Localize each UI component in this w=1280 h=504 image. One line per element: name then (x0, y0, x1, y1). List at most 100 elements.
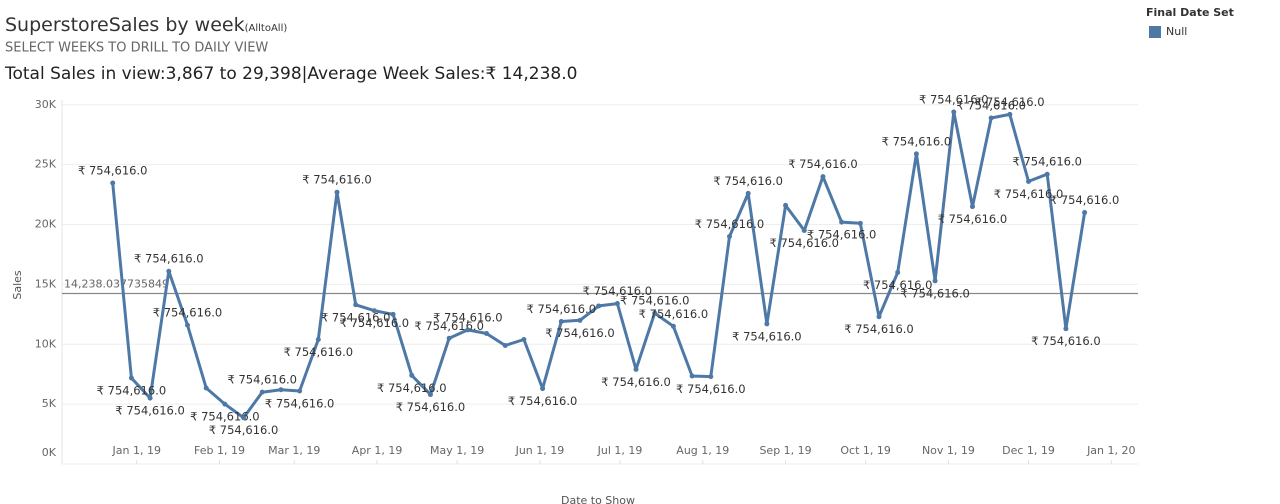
point (315, 336, 321, 342)
point (446, 335, 452, 341)
point (502, 342, 508, 348)
point (1026, 178, 1032, 184)
x-tick-label: Feb 1, 19 (194, 444, 245, 457)
point (857, 220, 863, 226)
subtitle: SELECT WEEKS TO DRILL TO DAILY VIEW (5, 41, 268, 56)
y-tick-label: 0K (42, 446, 57, 459)
x-tick-label: Mar 1, 19 (268, 444, 320, 457)
y-tick-label: 25K (35, 158, 57, 171)
point (689, 373, 695, 379)
point (147, 395, 153, 401)
point (297, 388, 303, 394)
point (820, 174, 826, 180)
point-label: ₹ 754,616.0 (732, 329, 802, 343)
point-label: ₹ 754,616.0 (639, 307, 709, 321)
point (540, 386, 546, 392)
point (783, 202, 789, 208)
point-label: ₹ 754,616.0 (676, 382, 746, 396)
point (670, 323, 676, 329)
x-tick-label: Jul 1, 19 (597, 444, 643, 457)
x-tick-label: Jan 1, 20 (1086, 444, 1135, 457)
point-label: ₹ 754,616.0 (900, 286, 970, 300)
point-label: ₹ 754,616.0 (265, 396, 335, 410)
x-tick-label: Oct 1, 19 (840, 444, 891, 457)
point-label: ₹ 754,616.0 (807, 228, 877, 242)
point (259, 389, 265, 395)
point (614, 301, 620, 307)
point-label: ₹ 754,616.0 (321, 310, 391, 324)
point (764, 321, 770, 327)
point (708, 374, 714, 380)
x-tick-label: Nov 1, 19 (922, 444, 975, 457)
point (1007, 111, 1013, 117)
y-tick-label: 20K (35, 218, 57, 231)
legend-swatch (1149, 26, 1161, 38)
point (334, 189, 340, 195)
point (110, 180, 116, 186)
point-label: ₹ 754,616.0 (1012, 155, 1082, 169)
point (969, 204, 975, 210)
point-label: ₹ 754,616.0 (583, 284, 653, 298)
point-label: ₹ 754,616.0 (882, 134, 952, 148)
point-label: ₹ 754,616.0 (508, 394, 578, 408)
point-label: ₹ 754,616.0 (302, 173, 372, 187)
point (241, 415, 247, 421)
point (1082, 210, 1088, 216)
point-label: ₹ 754,616.0 (844, 322, 914, 336)
point-label: ₹ 754,616.0 (340, 316, 410, 330)
y-tick-label: 5K (42, 397, 57, 410)
point-label: ₹ 754,616.0 (433, 310, 503, 324)
title-suffix: (AlltoAll) (245, 23, 288, 34)
point (633, 366, 639, 372)
point (895, 269, 901, 275)
point (128, 375, 134, 381)
point (465, 327, 471, 333)
point (913, 151, 919, 157)
point (184, 322, 190, 328)
point (521, 336, 527, 342)
title-main: SuperstoreSales by week (5, 14, 245, 36)
point-label: ₹ 754,616.0 (994, 187, 1064, 201)
point-label: ₹ 754,616.0 (115, 404, 185, 418)
point-label: ₹ 754,616.0 (209, 423, 279, 437)
point-label: ₹ 754,616.0 (190, 410, 260, 424)
legend-label: Null (1166, 25, 1187, 38)
point-label: ₹ 754,616.0 (956, 98, 1026, 112)
point (596, 303, 602, 309)
point (558, 319, 564, 325)
legend-title: Final Date Set (1146, 6, 1234, 19)
point-label: ₹ 754,616.0 (601, 375, 671, 389)
point-label: ₹ 754,616.0 (919, 92, 989, 106)
point-label: ₹ 754,616.0 (284, 345, 354, 359)
point-label: ₹ 754,616.0 (1050, 193, 1120, 207)
point-label: ₹ 754,616.0 (975, 95, 1045, 109)
point (1063, 326, 1069, 332)
y-axis-title: Sales (11, 270, 24, 300)
y-tick-label: 10K (35, 337, 57, 350)
point-label: ₹ 754,616.0 (97, 384, 167, 398)
point (203, 385, 209, 391)
point (932, 278, 938, 284)
point-label: ₹ 754,616.0 (377, 381, 447, 395)
point (801, 228, 807, 234)
point (876, 314, 882, 320)
point (652, 310, 658, 316)
point (1044, 171, 1050, 177)
point-label: ₹ 754,616.0 (938, 212, 1008, 226)
point (166, 268, 172, 274)
point (353, 302, 359, 308)
y-tick-label: 15K (35, 277, 57, 290)
x-tick-label: Aug 1, 19 (676, 444, 729, 457)
point-label: ₹ 754,616.0 (134, 252, 204, 266)
x-tick-label: May 1, 19 (430, 444, 484, 457)
point (390, 311, 396, 317)
x-axis-title: Date to Show (561, 494, 635, 504)
point-label: ₹ 754,616.0 (788, 157, 858, 171)
summary: Total Sales in view:3,867 to 29,398|Aver… (4, 64, 577, 84)
point-label: ₹ 754,616.0 (863, 278, 933, 292)
point-label: ₹ 754,616.0 (1031, 334, 1101, 348)
y-tick-label: 30K (35, 98, 57, 111)
point (222, 401, 228, 407)
